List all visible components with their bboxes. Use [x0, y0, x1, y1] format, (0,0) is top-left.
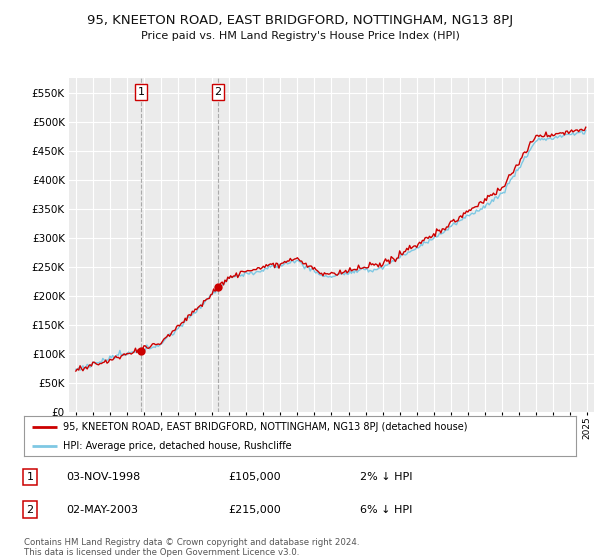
- Text: £105,000: £105,000: [228, 472, 281, 482]
- Text: 02-MAY-2003: 02-MAY-2003: [66, 505, 138, 515]
- Text: HPI: Average price, detached house, Rushcliffe: HPI: Average price, detached house, Rush…: [62, 441, 291, 451]
- Text: 1: 1: [26, 472, 34, 482]
- Text: 2: 2: [26, 505, 34, 515]
- Text: 1: 1: [137, 87, 145, 97]
- Text: 2% ↓ HPI: 2% ↓ HPI: [360, 472, 413, 482]
- Text: £215,000: £215,000: [228, 505, 281, 515]
- Text: Price paid vs. HM Land Registry's House Price Index (HPI): Price paid vs. HM Land Registry's House …: [140, 31, 460, 41]
- Text: 95, KNEETON ROAD, EAST BRIDGFORD, NOTTINGHAM, NG13 8PJ (detached house): 95, KNEETON ROAD, EAST BRIDGFORD, NOTTIN…: [62, 422, 467, 432]
- Text: 2: 2: [214, 87, 221, 97]
- Text: Contains HM Land Registry data © Crown copyright and database right 2024.
This d: Contains HM Land Registry data © Crown c…: [24, 538, 359, 557]
- Text: 95, KNEETON ROAD, EAST BRIDGFORD, NOTTINGHAM, NG13 8PJ: 95, KNEETON ROAD, EAST BRIDGFORD, NOTTIN…: [87, 14, 513, 27]
- Text: 03-NOV-1998: 03-NOV-1998: [66, 472, 140, 482]
- Text: 6% ↓ HPI: 6% ↓ HPI: [360, 505, 412, 515]
